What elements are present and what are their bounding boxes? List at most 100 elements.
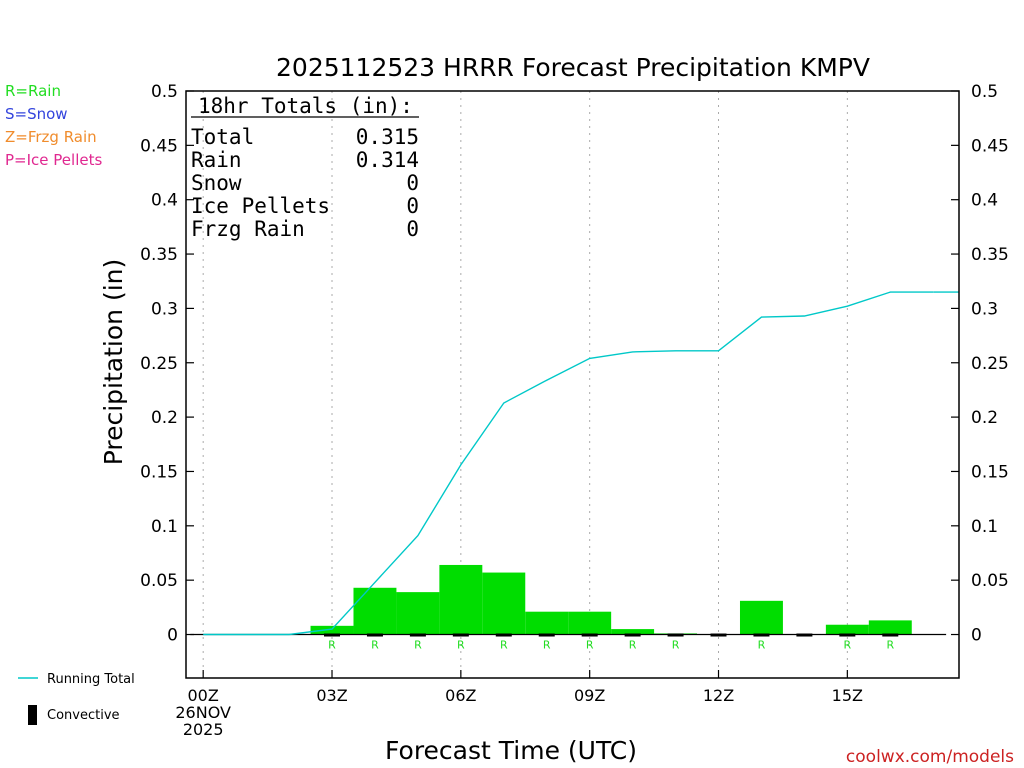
type-legend-item-3: P=Ice Pellets xyxy=(5,151,102,169)
precip-bar-6 xyxy=(568,611,612,635)
convective-mark-8 xyxy=(667,633,684,637)
convective-mark-5 xyxy=(538,633,555,637)
y-tick-label-left-9: 0.45 xyxy=(140,136,178,156)
x-tick-label-1-0: 03Z xyxy=(316,686,347,705)
y-tick-label-right-9: 0.45 xyxy=(971,136,1009,156)
y-tick-label-left-7: 0.35 xyxy=(140,245,178,265)
totals-box: 18hr Totals (in): Total 0.315 Rain 0.314 Snow… xyxy=(191,94,419,241)
totals-label-4: Frzg Rain xyxy=(191,217,305,241)
ptype-marker-8: R xyxy=(672,639,680,652)
precip-bars xyxy=(310,564,912,635)
convective-mark-3 xyxy=(452,633,469,637)
totals-label-0: Total xyxy=(191,125,254,149)
y-axis-left: 0 0.05 0.1 0.15 0.2 0.25 0.3 0.35 0.4 0.45 0.5 xyxy=(140,82,194,646)
x-axis-label: Forecast Time (UTC) xyxy=(385,736,637,765)
y-tick-label-right-10: 0.5 xyxy=(971,82,998,102)
convective-marks xyxy=(324,633,899,637)
ptype-marker-1: R xyxy=(371,639,379,652)
y-tick-label-left-2: 0.1 xyxy=(151,517,178,537)
y-axis-right: 0 0.05 0.1 0.15 0.2 0.25 0.3 0.35 0.4 0.45 0.5 xyxy=(951,82,1009,646)
y-tick-label-right-0: 0 xyxy=(971,626,982,646)
totals-value-2: 0 xyxy=(406,171,419,195)
precip-bar-5 xyxy=(525,611,569,635)
precip-bar-7 xyxy=(611,629,655,635)
convective-mark-2 xyxy=(409,633,426,637)
y-axis-label: Precipitation (in) xyxy=(99,259,128,466)
precip-bar-1 xyxy=(353,587,397,635)
y-tick-label-right-4: 0.2 xyxy=(971,408,998,428)
x-tick-label-5-0: 15Z xyxy=(832,686,863,705)
convective-mark-6 xyxy=(581,633,598,637)
x-tick-label-0-1: 26NOV xyxy=(175,703,231,722)
y-tick-label-right-1: 0.05 xyxy=(971,571,1009,591)
running-total-line xyxy=(203,291,934,636)
totals-value-3: 0 xyxy=(406,194,419,218)
x-tick-label-0-2: 2025 xyxy=(183,720,224,739)
precip-bar-9 xyxy=(739,600,783,635)
type-legend-item-0: R=Rain xyxy=(5,82,61,100)
convective-mark-11 xyxy=(796,633,813,637)
totals-label-2: Snow xyxy=(191,171,242,195)
ptype-marker-2: R xyxy=(414,639,422,652)
convective-mark-1 xyxy=(366,633,383,637)
y-tick-label-left-10: 0.5 xyxy=(151,82,178,102)
convective-mark-9 xyxy=(710,633,727,637)
convective-mark-10 xyxy=(753,633,770,637)
precip-bar-10 xyxy=(825,624,869,635)
y-tick-label-right-7: 0.35 xyxy=(971,245,1009,265)
convective-mark-13 xyxy=(882,633,899,637)
plot-frame xyxy=(185,90,960,679)
convective-mark-0 xyxy=(324,633,341,637)
ptype-marker-3: R xyxy=(457,639,465,652)
ptype-marker-9: R xyxy=(758,639,766,652)
precip-bar-0 xyxy=(310,625,354,635)
y-tick-label-left-5: 0.25 xyxy=(140,354,178,374)
x-tick-label-2-0: 06Z xyxy=(445,686,476,705)
x-tick-label-3-0: 09Z xyxy=(574,686,605,705)
ptype-marker-5: R xyxy=(543,639,551,652)
ptype-marker-0: R xyxy=(328,639,336,652)
type-legend-item-2: Z=Frzg Rain xyxy=(5,128,97,146)
credit-text: coolwx.com/models xyxy=(846,747,1014,767)
ptype-marker-10: R xyxy=(844,639,852,652)
totals-value-1: 0.314 xyxy=(356,148,419,172)
chart-title: 2025112523 HRRR Forecast Precipitation K… xyxy=(276,53,870,82)
type-legend-item-1: S=Snow xyxy=(5,105,68,123)
precip-bar-11 xyxy=(868,620,912,635)
ptype-marker-6: R xyxy=(586,639,594,652)
y-tick-label-left-4: 0.2 xyxy=(151,408,178,428)
convective-mark-4 xyxy=(495,633,512,637)
series-legend: Running Total Convective xyxy=(18,672,135,725)
totals-label-3: Ice Pellets xyxy=(191,194,330,218)
totals-value-4: 0 xyxy=(406,217,419,241)
precip-bar-3 xyxy=(439,564,483,635)
ptype-marker-4: R xyxy=(500,639,508,652)
y-tick-label-left-1: 0.05 xyxy=(140,571,178,591)
totals-label-1: Rain xyxy=(191,148,242,172)
totals-value-0: 0.315 xyxy=(356,125,419,149)
y-tick-label-right-6: 0.3 xyxy=(971,299,998,319)
y-tick-label-right-8: 0.4 xyxy=(971,191,998,211)
precip-bar-2 xyxy=(396,592,440,635)
precip-type-legend: R=Rain S=Snow Z=Frzg Rain P=Ice Pellets xyxy=(5,82,102,169)
legend-convective-swatch xyxy=(28,705,37,725)
series-legend-label-1: Convective xyxy=(47,708,120,723)
ptype-marker-7: R xyxy=(629,639,637,652)
convective-mark-7 xyxy=(624,633,641,637)
ptype-marker-11: R xyxy=(886,639,894,652)
y-tick-label-right-5: 0.25 xyxy=(971,354,1009,374)
y-tick-label-right-2: 0.1 xyxy=(971,517,998,537)
series-legend-label-0: Running Total xyxy=(47,672,135,687)
convective-mark-12 xyxy=(839,633,856,637)
y-tick-label-right-3: 0.15 xyxy=(971,462,1009,482)
y-tick-label-left-6: 0.3 xyxy=(151,299,178,319)
y-tick-label-left-8: 0.4 xyxy=(151,191,178,211)
y-tick-label-left-0: 0 xyxy=(167,626,178,646)
totals-heading: 18hr Totals (in): xyxy=(198,94,413,118)
precip-bar-4 xyxy=(482,572,526,635)
y-tick-label-left-3: 0.15 xyxy=(140,462,178,482)
running-total-series xyxy=(203,291,959,636)
